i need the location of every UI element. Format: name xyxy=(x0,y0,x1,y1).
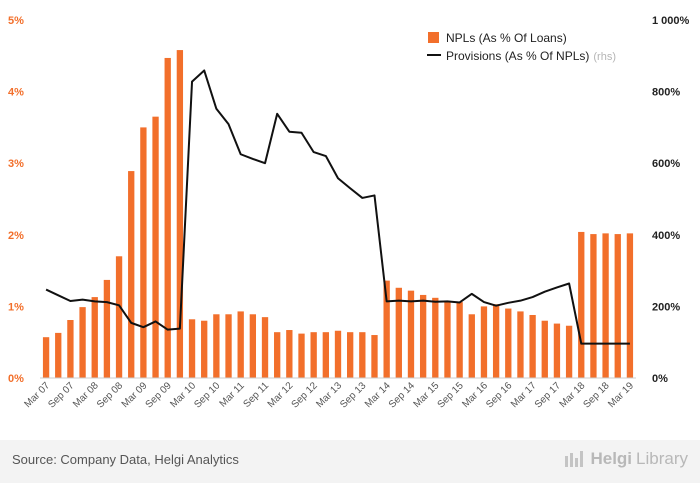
npl-bar xyxy=(626,233,634,378)
npl-bar xyxy=(298,333,305,378)
npl-bar xyxy=(115,256,123,378)
x-axis-tick-label: Mar 11 xyxy=(218,380,248,410)
right-axis-tick-label: 0% xyxy=(652,373,668,385)
npl-bar xyxy=(565,325,573,378)
npl-bar xyxy=(468,314,475,378)
brand-library: Library xyxy=(636,449,688,468)
npl-bar xyxy=(395,287,402,378)
npl-bar xyxy=(541,320,548,378)
npl-bar xyxy=(322,332,329,378)
npl-bar xyxy=(128,171,135,378)
legend-npl-swatch xyxy=(428,32,439,43)
right-axis-tick-label: 1 000% xyxy=(652,15,690,27)
x-axis-tick-label: Sep 14 xyxy=(387,380,417,410)
x-axis-tick-label: Sep 10 xyxy=(192,380,222,410)
npl-bar xyxy=(274,332,281,378)
right-axis-tick-label: 400% xyxy=(652,230,680,242)
npl-bar xyxy=(67,320,74,378)
npl-bar xyxy=(590,234,597,378)
left-axis-tick-label: 5% xyxy=(8,15,24,27)
left-axis-tick-label: 1% xyxy=(8,301,24,313)
npl-bar xyxy=(261,317,269,378)
npl-bar xyxy=(176,50,184,378)
npl-bar xyxy=(91,297,98,378)
x-axis-tick-label: Sep 16 xyxy=(484,380,514,410)
x-axis-tick-label: Sep 18 xyxy=(582,380,612,410)
legend: NPLs (As % Of Loans) Provisions (As % Of… xyxy=(427,31,616,63)
npl-bar xyxy=(371,335,378,378)
npl-bar xyxy=(237,311,244,378)
npl-bar xyxy=(602,233,609,378)
npl-bar xyxy=(249,314,257,378)
chart: 0% 1% 2% 3% 4% 5% 0% 200% 400% 600% 800% 1 000% Ma… xyxy=(8,15,690,411)
library-icon xyxy=(565,451,584,467)
npl-bar xyxy=(334,330,342,378)
right-axis-tick-label: 200% xyxy=(652,301,680,313)
legend-provisions-name: Provisions (As % Of NPLs) xyxy=(446,49,589,63)
npl-bar xyxy=(201,320,208,378)
npl-bar xyxy=(164,57,171,378)
npl-bar xyxy=(456,302,463,378)
x-axis-tick-label: Sep 13 xyxy=(338,380,368,410)
npl-bar xyxy=(103,279,111,378)
npl-bar xyxy=(432,297,439,378)
npl-bar xyxy=(213,314,220,378)
legend-provisions-label: Provisions (As % Of NPLs) (rhs) xyxy=(446,49,616,63)
npl-bar xyxy=(188,319,196,378)
npl-bar xyxy=(407,290,415,378)
x-axis-tick-label: Sep 15 xyxy=(436,380,466,410)
brand-helgi: Helgi xyxy=(590,449,633,468)
left-axis-tick-label: 2% xyxy=(8,230,24,242)
x-axis-tick-label: Sep 09 xyxy=(144,380,174,410)
npl-bar xyxy=(383,280,390,378)
npl-bar xyxy=(347,332,354,378)
left-axis-tick-label: 3% xyxy=(8,158,24,170)
npl-bar xyxy=(517,311,524,378)
npl-bar xyxy=(578,231,585,378)
left-axis-tick-label: 0% xyxy=(8,373,24,385)
npl-bar xyxy=(614,234,621,378)
x-axis-tick-label: Sep 12 xyxy=(290,380,320,410)
npl-bar xyxy=(419,294,427,378)
npl-bar xyxy=(444,302,451,378)
npl-bar xyxy=(310,332,317,378)
helgi-library-logo: Helgi Library xyxy=(564,449,688,469)
legend-provisions-rhs: (rhs) xyxy=(593,51,616,63)
provisions-line xyxy=(45,69,630,345)
source-note: Source: Company Data, Helgi Analytics xyxy=(12,452,239,467)
npl-bar xyxy=(286,330,293,378)
x-axis-tick-label: Mar 19 xyxy=(606,380,636,410)
npl-bar xyxy=(529,314,536,378)
npl-bar xyxy=(140,127,147,379)
npl-bar xyxy=(480,306,488,378)
legend-npl-label: NPLs (As % Of Loans) xyxy=(446,31,567,45)
npl-bar xyxy=(225,314,232,378)
x-axis-tick-label: Sep 11 xyxy=(241,380,271,410)
x-axis-tick-label: Sep 17 xyxy=(533,380,563,410)
npl-bar xyxy=(492,304,500,378)
npl-bar xyxy=(553,323,561,378)
npl-bar xyxy=(55,332,62,378)
npl-bar xyxy=(42,337,50,378)
right-axis-tick-label: 800% xyxy=(652,87,680,99)
x-axis-tick-label: Sep 07 xyxy=(46,380,76,410)
npl-bar xyxy=(505,308,512,378)
npl-bar xyxy=(79,307,86,378)
npl-bar xyxy=(152,116,159,378)
left-axis-tick-label: 4% xyxy=(8,87,24,99)
x-axis-tick-label: Sep 08 xyxy=(95,380,125,410)
right-axis-tick-label: 600% xyxy=(652,158,680,170)
npl-bar xyxy=(359,332,366,378)
